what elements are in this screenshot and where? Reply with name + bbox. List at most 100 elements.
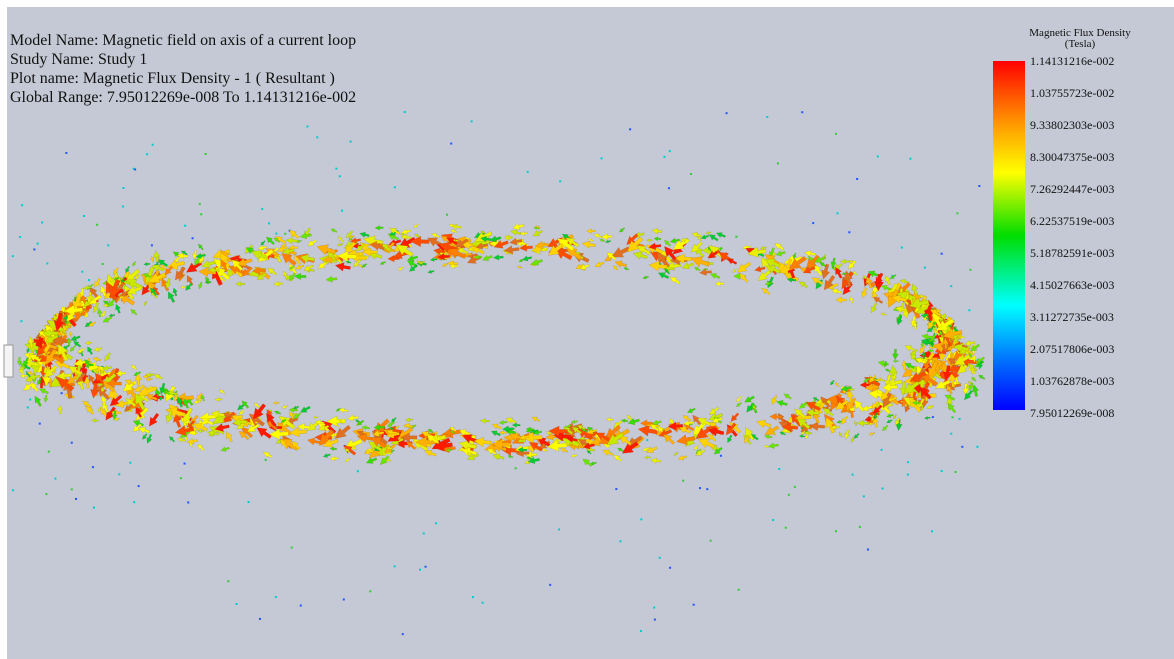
field-dot	[682, 480, 684, 482]
field-dot	[236, 603, 238, 605]
field-dot	[859, 526, 861, 528]
field-dot	[961, 446, 963, 448]
field-dot	[300, 605, 302, 607]
legend-label: 7.26292447e-003	[1030, 182, 1114, 196]
field-dot	[248, 501, 250, 503]
field-dot	[941, 253, 943, 255]
field-dot	[629, 128, 631, 130]
legend-label: 2.07517806e-003	[1030, 342, 1114, 356]
field-dot	[559, 180, 561, 182]
field-dot	[515, 467, 517, 469]
legend-label: 1.03755723e-002	[1030, 86, 1114, 100]
field-dot	[471, 120, 473, 122]
field-dot	[549, 584, 551, 586]
field-dot	[924, 267, 926, 269]
field-dot	[735, 236, 737, 238]
field-dot	[275, 596, 277, 598]
field-dot	[527, 171, 529, 173]
field-dot	[118, 473, 120, 475]
field-dot	[291, 547, 293, 549]
field-dot	[558, 528, 560, 530]
field-dot	[316, 136, 318, 138]
global-range: Global Range: 7.95012269e-008 To 1.14131…	[10, 89, 356, 106]
field-dot	[92, 466, 94, 468]
field-dot	[835, 530, 837, 532]
field-dot	[41, 221, 43, 223]
field-dot	[199, 203, 201, 205]
field-dot	[29, 399, 31, 401]
legend-label: 3.11272735e-003	[1030, 310, 1114, 324]
field-dot	[27, 406, 29, 408]
field-dot	[152, 144, 154, 146]
field-dot	[83, 215, 85, 217]
legend-label: 4.15027663e-003	[1030, 278, 1114, 292]
field-dot	[341, 210, 343, 212]
field-dot	[835, 133, 837, 135]
field-dot	[71, 488, 73, 490]
field-dot	[268, 222, 270, 224]
field-dot	[738, 589, 740, 591]
field-dot	[720, 455, 722, 457]
field-dot	[601, 157, 603, 159]
field-dot	[339, 175, 341, 177]
side-tab[interactable]	[4, 345, 13, 377]
field-dot	[227, 580, 229, 582]
field-dot	[394, 565, 396, 567]
legend-unit: (Tesla)	[1065, 38, 1096, 50]
field-dot	[402, 633, 404, 635]
field-dot	[435, 522, 437, 524]
field-dot	[54, 478, 56, 480]
field-dot	[852, 474, 854, 476]
field-dot	[45, 493, 47, 495]
field-dot	[450, 143, 452, 145]
field-dot	[306, 125, 308, 127]
field-dot	[88, 279, 90, 281]
field-dot	[837, 212, 839, 214]
legend-label: 6.22537519e-003	[1030, 214, 1114, 228]
field-dot	[693, 604, 695, 606]
field-dot	[766, 116, 768, 118]
field-dot	[669, 150, 671, 152]
legend-label: 1.03762878e-003	[1030, 374, 1114, 388]
plot-name: Plot name: Magnetic Flux Density - 1 ( R…	[10, 70, 335, 87]
field-dot	[863, 495, 865, 497]
field-dot	[275, 233, 277, 235]
field-dot	[968, 309, 970, 311]
field-dot	[801, 111, 803, 113]
field-dot	[950, 433, 952, 435]
field-dot	[187, 501, 189, 503]
field-dot	[12, 255, 14, 257]
field-dot	[184, 225, 186, 227]
field-dot	[19, 236, 21, 238]
legend-label: 7.95012269e-008	[1030, 406, 1114, 420]
study-name: Study Name: Study 1	[10, 51, 147, 68]
field-dot	[129, 462, 131, 464]
field-dot	[867, 549, 869, 551]
field-dot	[877, 155, 879, 157]
field-dot	[669, 567, 671, 569]
field-dot	[881, 449, 883, 451]
field-dot	[812, 222, 814, 224]
field-dot	[102, 263, 104, 265]
legend-label: 5.18782591e-003	[1030, 246, 1114, 260]
field-dot	[261, 208, 263, 210]
field-dot	[653, 607, 655, 609]
field-dot	[794, 486, 796, 488]
field-dot	[778, 468, 780, 470]
field-dot	[785, 527, 787, 529]
field-dot	[133, 501, 135, 503]
field-dot	[909, 158, 911, 160]
field-dot	[394, 186, 396, 188]
field-dot	[96, 224, 98, 226]
field-dot	[856, 178, 858, 180]
field-dot	[192, 237, 194, 239]
field-dot	[950, 285, 952, 287]
field-dot	[425, 566, 427, 568]
field-dot	[205, 153, 207, 155]
field-dot	[284, 233, 286, 235]
field-dot	[932, 416, 934, 418]
field-dot	[640, 518, 642, 520]
field-dot	[180, 477, 182, 479]
field-dot	[615, 488, 617, 490]
field-dot	[134, 168, 136, 170]
